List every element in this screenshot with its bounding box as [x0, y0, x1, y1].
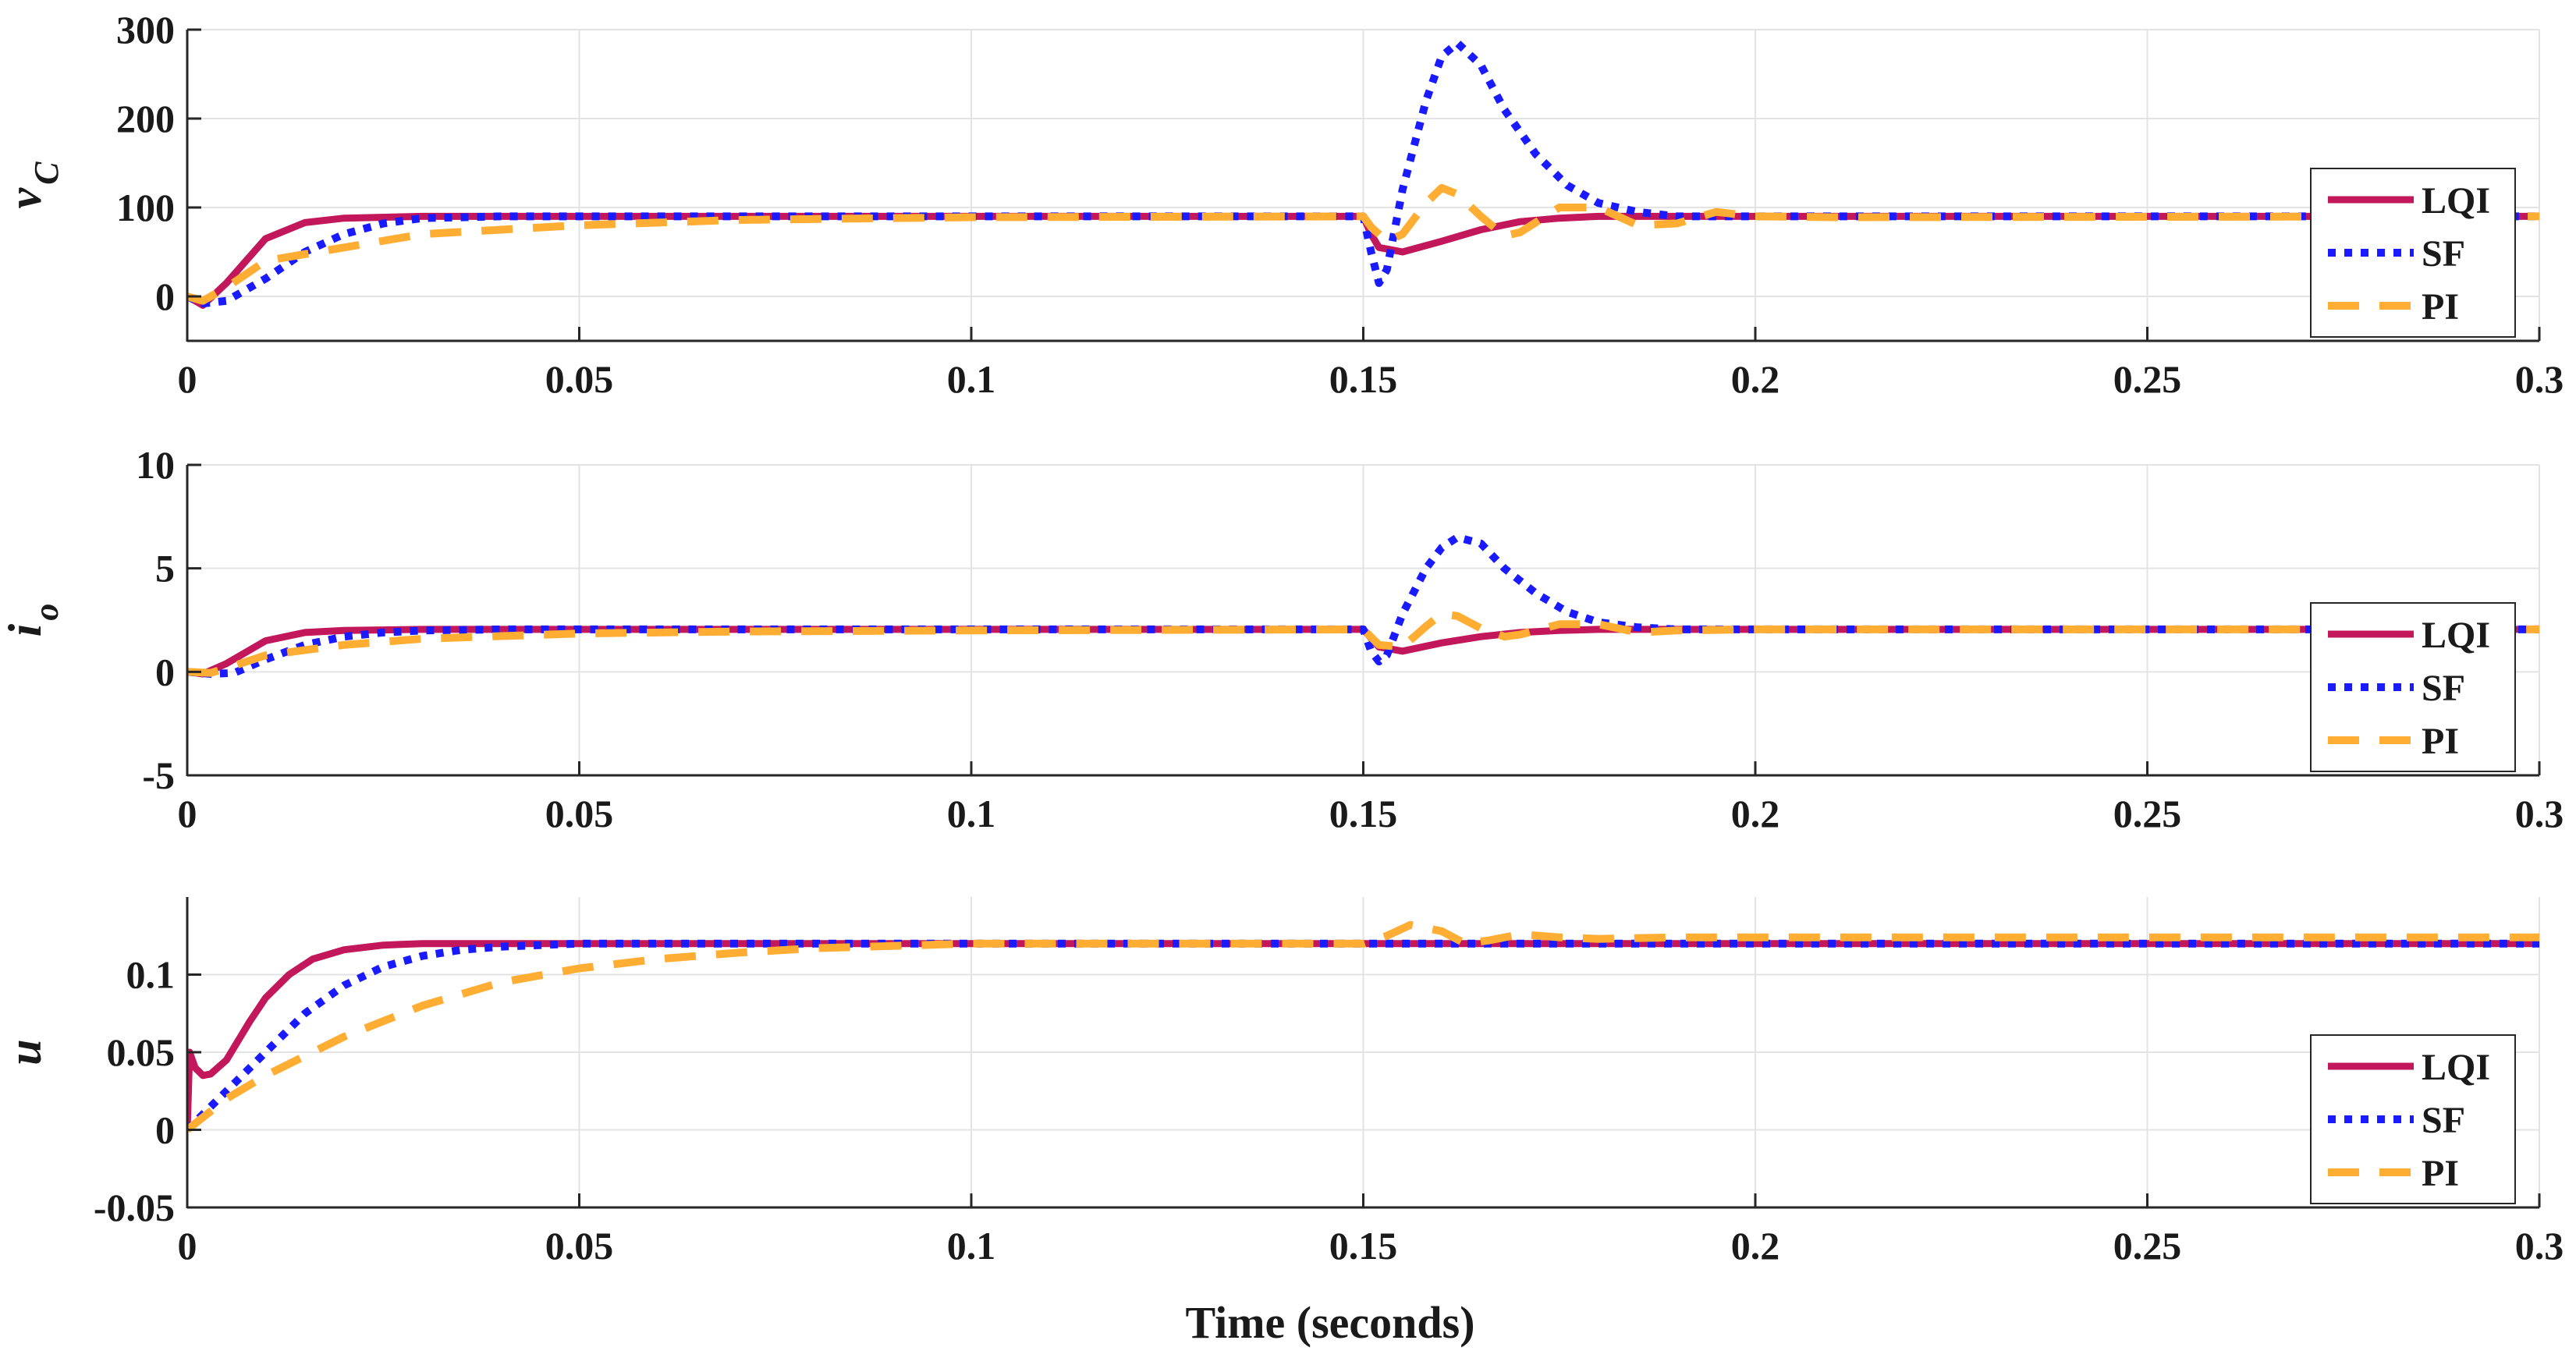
x-tick-label: 0.25 — [2113, 792, 2182, 835]
series-line-pi — [187, 920, 2539, 1133]
y-tick-label: 10 — [136, 443, 175, 487]
series-line-lqi — [187, 940, 2539, 1130]
panels: 0 0.05 0.1 0.15 0.2 0.25 0.30100200300vCLQISFP… — [0, 8, 2564, 1268]
legend-label-pi: PI — [2422, 721, 2459, 762]
legend-label-pi: PI — [2422, 1153, 2459, 1194]
y-tick-label: 0 — [155, 275, 175, 318]
legend-label-lqi: LQI — [2422, 615, 2490, 656]
x-tick-label: 0.25 — [2113, 1224, 2182, 1268]
legend-label-pi: PI — [2422, 286, 2459, 328]
legend-label-sf: SF — [2422, 233, 2465, 275]
legend-label-lqi: LQI — [2422, 1047, 2490, 1088]
x-tick-label: 0.05 — [545, 357, 614, 401]
x-tick-label: 0.15 — [1329, 1224, 1398, 1268]
x-tick-label: 0.15 — [1329, 792, 1398, 835]
series-group — [187, 39, 2539, 309]
x-tick-label: 0 — [178, 1224, 197, 1268]
y-axis-label: io — [0, 604, 66, 637]
x-tick-label: 0.05 — [545, 792, 614, 835]
x-tick-label: 0.3 — [2515, 1224, 2564, 1268]
y-axis-label-main: u — [0, 1039, 51, 1065]
series-line-sf — [187, 939, 2539, 1133]
y-tick-label: -5 — [142, 753, 175, 797]
chart-panel-vC: 0 0.05 0.1 0.15 0.2 0.25 0.3 0 100 200 300 vC LQI SF P… — [0, 8, 2564, 401]
y-tick-label: 0.1 — [126, 953, 176, 997]
y-tick-label: -0.05 — [94, 1186, 175, 1229]
legend: LQI SF PI — [2310, 1034, 2516, 1204]
x-tick-label: 0.3 — [2515, 357, 2564, 401]
x-tick-label: 0.2 — [1731, 357, 1780, 401]
legend-label-lqi: LQI — [2422, 180, 2490, 222]
x-tick-label: 0.2 — [1731, 792, 1780, 835]
y-tick-label: 5 — [155, 547, 175, 590]
x-tick-label: 0.1 — [947, 1224, 996, 1268]
y-axis-label-main: i — [0, 623, 51, 636]
x-tick-label: 0.05 — [545, 1224, 614, 1268]
x-axis-label: Time (seconds) — [1185, 1297, 1474, 1348]
y-axis-label: u — [0, 1039, 51, 1065]
y-tick-label: 0.05 — [107, 1030, 176, 1074]
x-tick-label: 0.2 — [1731, 1224, 1780, 1268]
x-tick-label: 0.1 — [947, 792, 996, 835]
legend: LQI SF PI — [2310, 602, 2516, 772]
series-group — [187, 920, 2539, 1133]
y-tick-label: 0 — [155, 1108, 175, 1152]
y-axis-label-main: v — [0, 187, 51, 209]
x-tick-label: 0.15 — [1329, 357, 1398, 401]
x-tick-label: 0.25 — [2113, 357, 2182, 401]
series-line-sf — [187, 533, 2539, 678]
y-tick-label: 300 — [116, 8, 175, 51]
y-tick-label: 100 — [116, 186, 175, 229]
y-axis-label-subscript: C — [27, 161, 66, 185]
legend-label-sf: SF — [2422, 1100, 2465, 1141]
y-axis-label-subscript: o — [27, 604, 66, 621]
y-axis-label: vC — [0, 161, 66, 209]
x-tick-label: 0 — [178, 357, 197, 401]
series-line-pi — [187, 183, 2539, 305]
x-tick-label: 0 — [178, 792, 197, 835]
series-group — [187, 533, 2539, 678]
series-line-pi — [187, 610, 2539, 677]
legend-label-sf: SF — [2422, 668, 2465, 709]
legend: LQI SF PI — [2310, 168, 2516, 338]
x-tick-label: 0.1 — [947, 357, 996, 401]
y-tick-label: 0 — [155, 650, 175, 693]
y-tick-label: 200 — [116, 97, 175, 140]
x-tick-label: 0.3 — [2515, 792, 2564, 835]
